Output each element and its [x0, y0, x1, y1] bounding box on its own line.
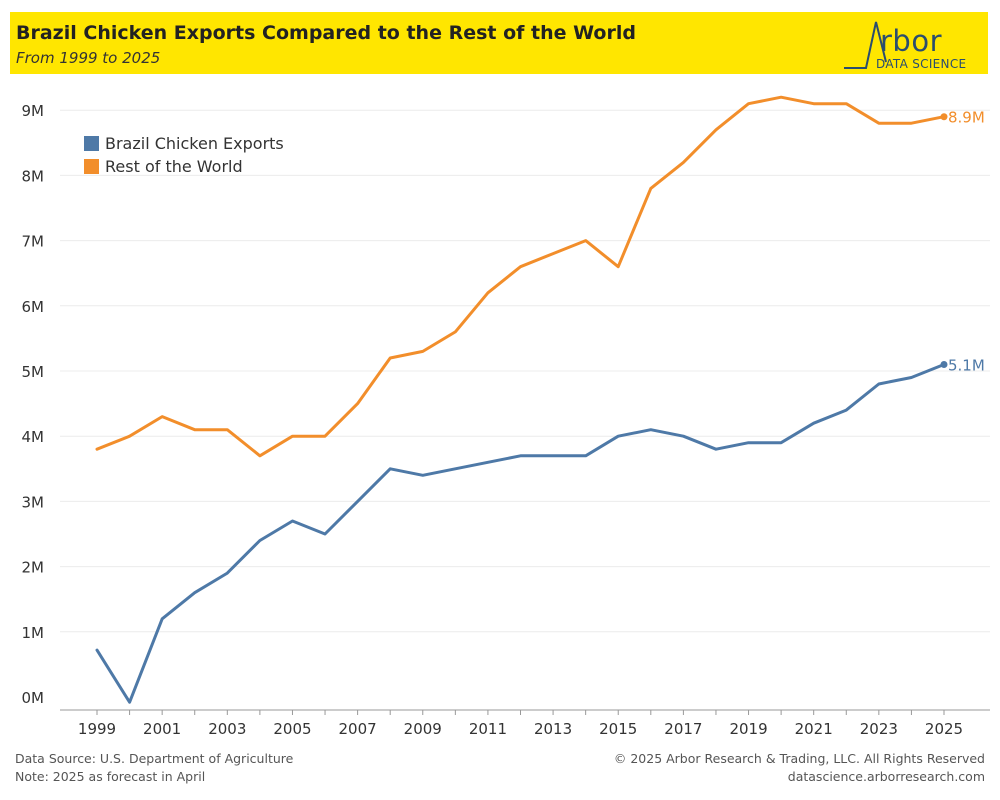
- legend-label: Brazil Chicken Exports: [105, 134, 284, 153]
- footer-right: © 2025 Arbor Research & Trading, LLC. Al…: [614, 750, 985, 786]
- y-tick-label: 8M: [22, 167, 45, 185]
- y-tick-label: 7M: [22, 233, 45, 251]
- y-tick-label: 1M: [22, 624, 45, 642]
- chart-subtitle: From 1999 to 2025: [16, 49, 161, 67]
- logo-subtitle: DATA SCIENCE: [876, 57, 967, 71]
- x-tick-label: 2019: [729, 720, 767, 738]
- website-link[interactable]: datascience.arborresearch.com: [787, 769, 985, 784]
- y-tick-label: 4M: [22, 428, 45, 446]
- legend-swatch: [84, 159, 99, 174]
- series-end-label: 8.9M: [948, 109, 985, 127]
- line-chart: 0M 1M 2M 3M 4M 5M 6M 7M 8M 9M 1999 2001 2003 2005 2007…: [22, 95, 990, 738]
- x-tick-label: 2003: [208, 720, 246, 738]
- y-tick-label: 2M: [22, 559, 45, 577]
- series-end-point: [940, 360, 948, 368]
- chart-title: Brazil Chicken Exports Compared to the R…: [16, 22, 636, 44]
- legend-label: Rest of the World: [105, 157, 243, 176]
- y-tick-label: 6M: [22, 298, 45, 316]
- y-tick-label: 0M: [22, 689, 45, 707]
- x-tick-label: 1999: [78, 720, 116, 738]
- arbor-logo-mark-icon: [844, 21, 887, 69]
- legend-swatch: [84, 136, 99, 151]
- series-line: [95, 95, 946, 458]
- y-tick-label: 5M: [22, 363, 45, 381]
- x-tick-label: 2001: [143, 720, 181, 738]
- copyright-text: © 2025 Arbor Research & Trading, LLC. Al…: [613, 751, 985, 766]
- x-tick-label: 2009: [404, 720, 442, 738]
- series-end-point: [940, 113, 948, 121]
- x-tick-label: 2015: [599, 720, 637, 738]
- series-end-label: 5.1M: [948, 356, 985, 374]
- x-tick-label: 2005: [273, 720, 311, 738]
- logo-word: rbor: [880, 24, 942, 58]
- footer-left: Data Source: U.S. Department of Agricult…: [15, 750, 293, 786]
- y-tick-label: 3M: [22, 493, 45, 511]
- series-line: [95, 363, 946, 704]
- x-tick-label: 2013: [534, 720, 572, 738]
- x-tick-label: 2021: [795, 720, 833, 738]
- x-tick-label: 2023: [860, 720, 898, 738]
- y-tick-label: 9M: [22, 102, 45, 120]
- x-tick-label: 2007: [339, 720, 377, 738]
- data-source-text: Data Source: U.S. Department of Agricult…: [15, 751, 294, 766]
- x-tick-label: 2025: [925, 720, 963, 738]
- x-tick-label: 2011: [469, 720, 507, 738]
- header-banner: Brazil Chicken Exports Compared to the R…: [10, 12, 988, 74]
- x-tick-label: 2017: [664, 720, 702, 738]
- arbor-logo: rbor DATA SCIENCE: [842, 16, 982, 72]
- note-text: Note: 2025 as forecast in April: [15, 769, 206, 784]
